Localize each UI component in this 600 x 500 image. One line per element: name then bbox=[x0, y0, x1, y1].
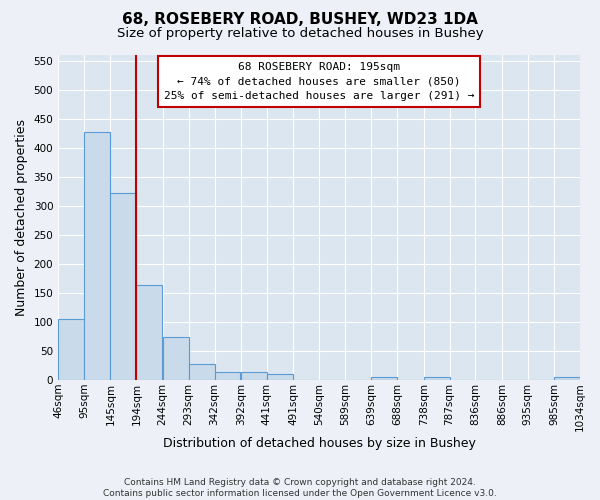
Bar bbox=[84, 132, 110, 380]
Text: Contains HM Land Registry data © Crown copyright and database right 2024.
Contai: Contains HM Land Registry data © Crown c… bbox=[103, 478, 497, 498]
Y-axis label: Number of detached properties: Number of detached properties bbox=[15, 119, 28, 316]
Text: Size of property relative to detached houses in Bushey: Size of property relative to detached ho… bbox=[116, 28, 484, 40]
Bar bbox=[554, 377, 580, 380]
Text: 68, ROSEBERY ROAD, BUSHEY, WD23 1DA: 68, ROSEBERY ROAD, BUSHEY, WD23 1DA bbox=[122, 12, 478, 28]
Bar bbox=[163, 336, 188, 380]
Bar bbox=[188, 364, 215, 380]
Bar bbox=[110, 193, 136, 380]
Bar bbox=[424, 377, 449, 380]
Bar bbox=[58, 319, 84, 380]
Bar bbox=[215, 372, 241, 380]
Bar bbox=[136, 286, 162, 380]
Bar bbox=[241, 372, 267, 380]
Bar bbox=[371, 377, 397, 380]
Text: 68 ROSEBERY ROAD: 195sqm
← 74% of detached houses are smaller (850)
25% of semi-: 68 ROSEBERY ROAD: 195sqm ← 74% of detach… bbox=[164, 62, 475, 101]
Bar bbox=[267, 374, 293, 380]
X-axis label: Distribution of detached houses by size in Bushey: Distribution of detached houses by size … bbox=[163, 437, 476, 450]
